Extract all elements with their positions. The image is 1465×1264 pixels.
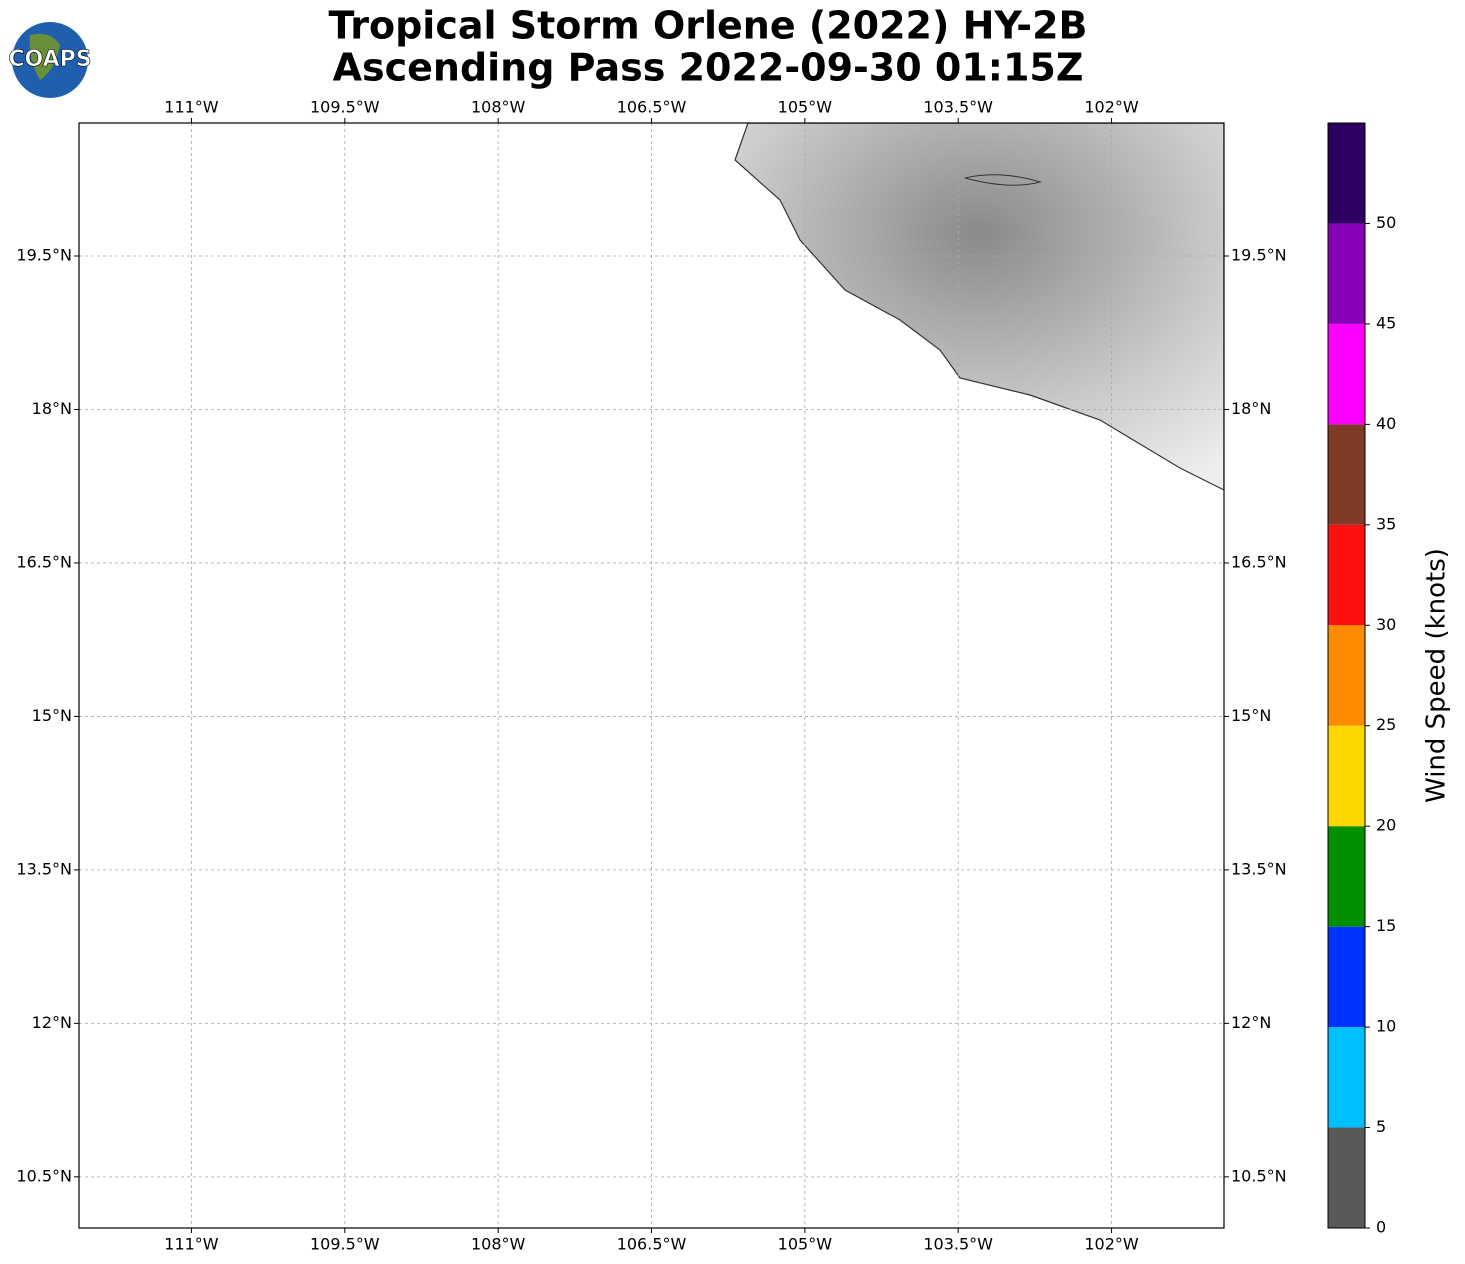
colorbar-tick-label: 15 <box>1376 916 1396 935</box>
colorbar-tick-label: 30 <box>1376 615 1396 634</box>
y-tick-label: 16.5°N <box>1231 552 1287 571</box>
land <box>734 123 1224 491</box>
x-tick-label: 105°W <box>778 1235 833 1254</box>
x-tick-label: 103.5°W <box>923 98 993 117</box>
lake <box>964 174 1042 186</box>
x-tick-label: 106.5°W <box>617 1235 687 1254</box>
colorbar-tick-label: 10 <box>1376 1017 1396 1036</box>
y-tick-label: 13.5°N <box>16 859 72 878</box>
x-tick-label: 109.5°W <box>310 98 380 117</box>
colorbar-segment <box>1328 1027 1365 1128</box>
map-area <box>734 123 1224 491</box>
colorbar-tick-label: 50 <box>1376 213 1396 232</box>
colorbar-segment <box>1328 424 1365 525</box>
y-tick-label: 15°N <box>1231 706 1271 725</box>
x-tick-label: 109.5°W <box>310 1235 380 1254</box>
x-tick-label: 111°W <box>164 1235 219 1254</box>
chart-title: Tropical Storm Orlene (2022) HY-2B <box>329 4 1088 48</box>
colorbar-segment <box>1328 223 1365 324</box>
colorbar-tick-label: 35 <box>1376 514 1396 533</box>
y-tick-label: 16.5°N <box>16 552 72 571</box>
y-tick-label: 18°N <box>32 399 72 418</box>
logo: COAPS <box>8 22 92 98</box>
y-tick-label: 10.5°N <box>1231 1166 1287 1185</box>
grid: 111°W 111°W 109.5°W 109.5°W 108°W 108°W 106.5°… <box>16 98 1286 1254</box>
colorbar-tick-label: 20 <box>1376 816 1396 835</box>
map-frame <box>78 122 1225 1229</box>
y-tick-label: 19.5°N <box>1231 246 1287 265</box>
x-tick-label: 111°W <box>164 98 219 117</box>
y-tick-label: 19.5°N <box>16 246 72 265</box>
colorbar-tick-label: 5 <box>1376 1117 1386 1136</box>
y-tick-label: 15°N <box>32 706 72 725</box>
x-tick-label: 102°W <box>1084 98 1139 117</box>
y-tick-label: 12°N <box>32 1013 72 1032</box>
colorbar: 0 5 10 15 20 25 30 35 40 45 50 Wind Speed (knots) <box>1327 122 1452 1237</box>
colorbar-segment <box>1328 926 1365 1028</box>
colorbar-segment <box>1328 625 1365 726</box>
x-tick-label: 106.5°W <box>617 98 687 117</box>
colorbar-tick-label: 40 <box>1376 414 1396 433</box>
y-tick-label: 12°N <box>1231 1013 1271 1032</box>
colorbar-label: Wind Speed (knots) <box>1422 548 1452 803</box>
x-tick-label: 108°W <box>471 98 526 117</box>
colorbar-segment <box>1328 323 1365 425</box>
x-tick-label: 108°W <box>471 1235 526 1254</box>
chart-subtitle: Ascending Pass 2022-09-30 01:15Z <box>333 46 1084 90</box>
colorbar-tick-label: 45 <box>1376 313 1396 332</box>
y-tick-label: 13.5°N <box>1231 859 1287 878</box>
x-tick-label: 105°W <box>778 98 833 117</box>
logo-text: COAPS <box>8 47 91 72</box>
y-tick-label: 18°N <box>1231 399 1271 418</box>
colorbar-segment <box>1328 123 1365 224</box>
colorbar-frame <box>1327 122 1366 1229</box>
colorbar-segment <box>1328 725 1365 827</box>
colorbar-segment <box>1328 1127 1365 1228</box>
x-tick-label: 102°W <box>1084 1235 1139 1254</box>
colorbar-segment <box>1328 524 1365 626</box>
colorbar-tick-label: 25 <box>1376 715 1396 734</box>
x-tick-label: 103.5°W <box>923 1235 993 1254</box>
colorbar-segment <box>1328 826 1365 927</box>
logo-land <box>29 33 60 80</box>
colorbar-tick-label: 0 <box>1376 1218 1386 1237</box>
y-tick-label: 10.5°N <box>16 1166 72 1185</box>
